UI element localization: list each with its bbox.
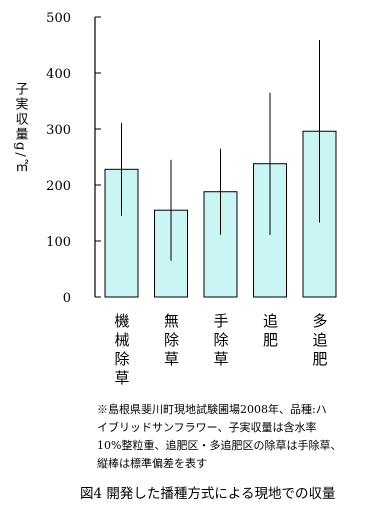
- x-tick-label: 手除草: [212, 313, 230, 370]
- x-tick-label: 多追肥: [311, 313, 329, 370]
- caption: 図4 開発した播種方式による現地での収量: [80, 486, 335, 502]
- y-tick-label: 100: [46, 235, 71, 250]
- note: 10%整粒重、追肥区・多追肥区の除草は手除草、: [97, 438, 341, 452]
- y-axis-label: 子実収量g/㎡: [13, 82, 29, 174]
- x-tick-label: 機械除草: [113, 313, 131, 389]
- note: イブリッドサンフラワー、子実収量は含水率: [97, 420, 317, 434]
- y-tick-label: 500: [46, 11, 71, 26]
- note: ※島根県斐川町現地試験圃場2008年、品種:ハ: [97, 402, 327, 416]
- y-tick-label: 400: [46, 67, 71, 82]
- y-tick-label: 200: [46, 179, 71, 194]
- x-tick-label: 無除草: [162, 313, 180, 370]
- note: 縦棒は標準偏差を表す: [97, 456, 207, 470]
- y-tick-label: 300: [46, 123, 71, 138]
- x-tick-label: 追肥: [261, 313, 279, 351]
- y-tick-label: 0: [63, 291, 71, 306]
